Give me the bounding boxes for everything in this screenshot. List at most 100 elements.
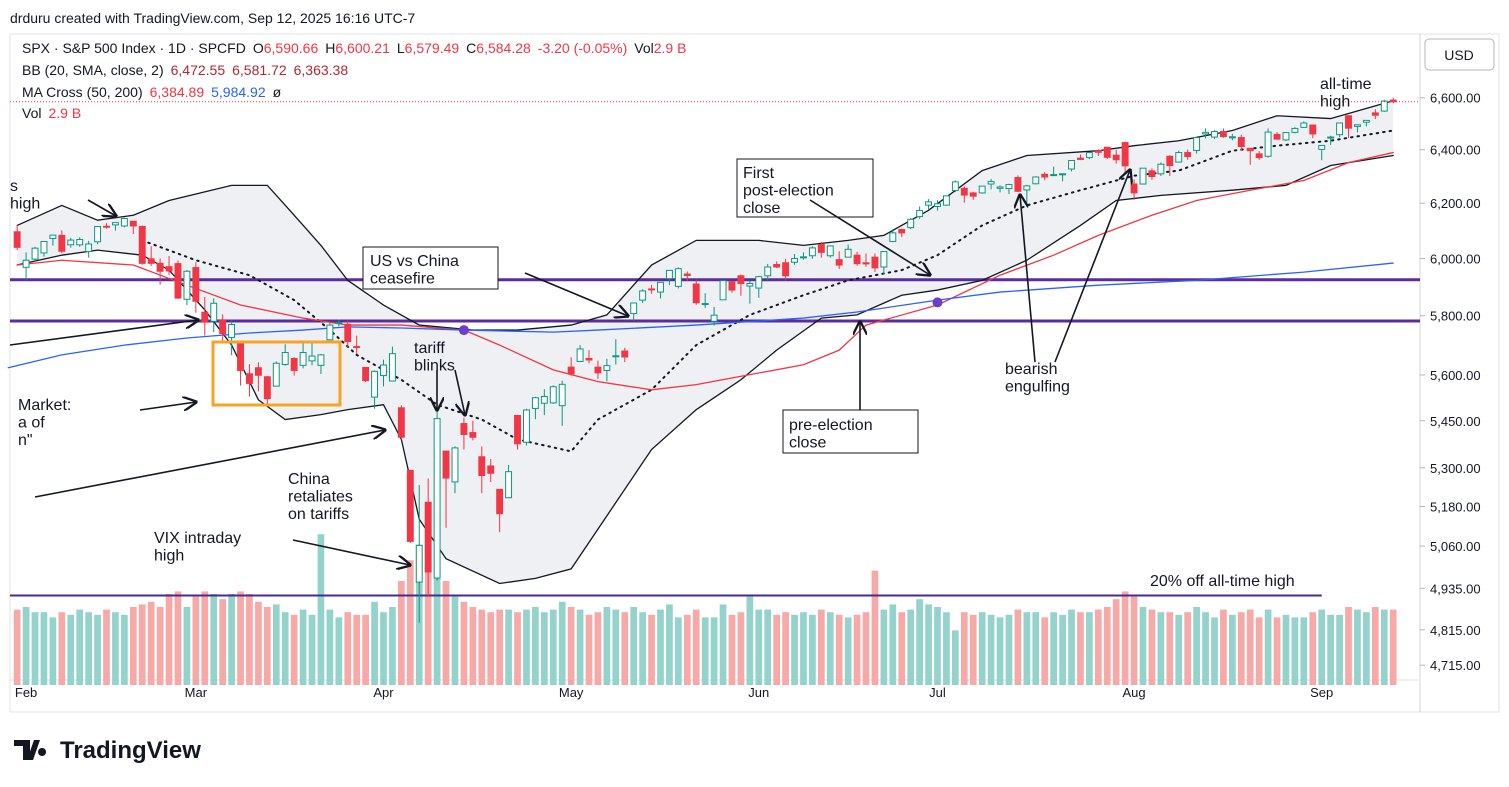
candle-body [272,362,280,387]
y-tick-label: 5,450.00 [1430,414,1481,429]
volume-bar [755,609,763,685]
volume-bar [1327,614,1334,685]
volume-bar [67,614,75,685]
volume-bar [31,612,39,685]
candle-body [880,251,888,268]
volume-bar [58,612,66,685]
candle-body [1175,152,1183,163]
volume-bar [567,607,575,685]
volume-bar [666,604,673,685]
candle-body [746,282,754,287]
volume-bar [1211,617,1218,685]
volume-bar [156,607,164,685]
header: drduru created with TradingView.com, Sep… [10,10,415,26]
candle-body [514,415,521,445]
volume-bar [1363,612,1370,685]
volume-bar [1023,612,1031,685]
indicator-line [16,151,1394,391]
currency-box[interactable] [1424,38,1495,71]
volume-bar [1005,614,1013,685]
candle-body [290,357,298,371]
candle-body [254,367,262,376]
annotation: s [10,178,18,195]
note-box [362,246,499,290]
volume-bar [1050,612,1058,685]
volume-bar [433,539,441,685]
candle-body [996,186,1004,189]
candle-body [737,275,745,284]
volume-bar [112,612,119,685]
volume-bar [192,596,200,685]
volume-bar [764,609,772,685]
candle-body [237,343,244,371]
volume-bar [353,614,361,685]
volume-bar [916,599,923,685]
x-tick-label: Jun [748,685,769,700]
volume-bar [1309,612,1317,685]
candle-body [362,366,370,382]
candle-body [1032,176,1040,185]
volume-bar [880,609,888,685]
candle-body [58,234,66,252]
volume-bar [281,612,289,685]
footer: TradingView [60,737,201,764]
y-tick-label: 6,600.00 [1430,91,1481,106]
candle-body [120,218,128,227]
annotation: US vs China [370,253,459,270]
candle-body [791,258,798,263]
volume-bar [925,604,932,685]
annotation: China [288,471,330,488]
volume-bar [1193,607,1200,685]
candle-body [1211,131,1218,138]
candle-body [424,501,432,573]
candle-body [1237,137,1245,147]
volume-bar [201,591,209,685]
volume-bar [934,607,941,685]
candle-body [639,290,647,301]
volume-bar [290,614,298,685]
volume-bar [129,607,137,685]
volume-bar [701,617,709,685]
candle-body [353,346,361,349]
candle-body [523,409,530,443]
volume-bar [362,614,369,685]
volume-bar [960,612,968,685]
volume-bar [1273,617,1281,685]
band-fill [17,100,1394,584]
volume-bar [523,609,530,685]
volume-bar [594,612,602,685]
chart-frame [9,33,1500,713]
annotation: a of [18,415,45,432]
volume-bar [898,612,906,685]
volume-bar [683,614,691,685]
candle-body [960,187,968,196]
volume-bar [317,534,325,685]
y-tick-label: 5,800.00 [1430,309,1481,324]
volume-bar [1345,607,1352,685]
annotation: all-time [1320,76,1372,93]
candle-body [388,353,396,382]
candle-body [1345,115,1352,129]
y-tick-label: 5,060.00 [1430,539,1481,554]
candle-body [764,266,772,277]
candle-body [1309,124,1317,135]
candle-body [844,248,852,258]
candle-body [728,281,736,291]
legend-value: 5,984.92 [211,84,266,100]
y-tick-label: 6,000.00 [1430,252,1481,267]
volume-bar [809,614,816,685]
volume-bar [1237,612,1245,685]
volume-bar [398,581,405,685]
y-tick-label: 4,715.00 [1430,658,1481,673]
candle-body [1371,112,1379,116]
legend-label: ø [273,84,282,100]
volume-bar [1354,609,1361,685]
candle-body [201,311,209,323]
volume-bar [558,601,566,685]
candle-body [344,323,352,343]
volume-bar [719,604,727,685]
volume-bar [13,609,21,685]
volume-bar [371,601,378,685]
volume-bar [138,604,146,685]
candle-body [826,245,834,257]
